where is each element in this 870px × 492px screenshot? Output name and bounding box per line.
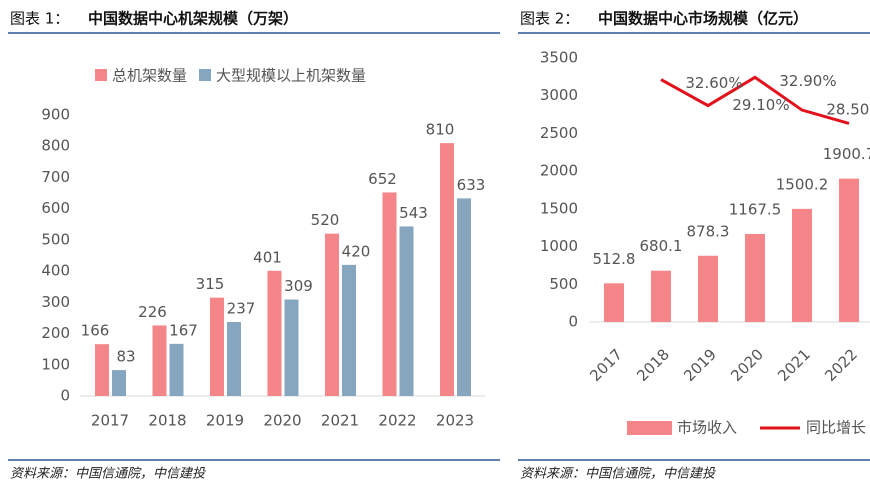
data-label: 520 [311, 211, 340, 229]
data-label: 878.3 [687, 222, 730, 240]
y-tick-label: 3000 [540, 86, 578, 104]
legend-swatch [95, 69, 107, 81]
figure-label: 图表 1： [10, 10, 69, 28]
growth-line [660, 75, 850, 125]
bar [651, 270, 671, 322]
y-tick-label: 400 [41, 262, 70, 280]
data-label: 309 [284, 277, 313, 295]
bar [745, 233, 765, 322]
x-tick-label: 2019 [206, 412, 244, 430]
y-tick-label: 0 [568, 313, 578, 331]
bar [382, 192, 397, 396]
y-tick-label: 200 [41, 324, 70, 342]
data-label: 28.50% [826, 101, 870, 119]
data-label: 166 [81, 322, 110, 340]
x-tick-label: 2021 [321, 412, 359, 430]
legend-label: 同比增长 [806, 419, 866, 437]
legend-label: 市场收入 [677, 419, 737, 437]
x-tick-label: 2023 [436, 412, 474, 430]
data-label: 1500.2 [776, 175, 829, 193]
x-tick-label: 2019 [680, 345, 720, 385]
data-label: 633 [457, 176, 486, 194]
x-tick-label: 2022 [378, 412, 416, 430]
bar [267, 270, 282, 396]
data-label: 167 [169, 321, 198, 339]
bar [325, 233, 339, 396]
data-label: 226 [138, 303, 167, 321]
x-tick-label: 2021 [774, 345, 814, 385]
data-label: 401 [253, 248, 282, 266]
y-tick-label: 600 [41, 199, 70, 217]
legend-label: 总机架数量 [112, 67, 187, 85]
bar [95, 344, 109, 396]
y-tick-label: 1500 [540, 199, 578, 217]
x-tick-label: 2020 [263, 412, 301, 430]
x-tick-label: 2022 [821, 345, 861, 385]
y-tick-label: 900 [41, 106, 70, 124]
data-label: 512.8 [593, 250, 636, 268]
y-tick-label: 500 [41, 230, 70, 248]
bar [839, 178, 859, 322]
bar [440, 143, 454, 396]
y-tick-label: 500 [549, 275, 578, 293]
x-tick-label: 2018 [633, 345, 673, 385]
bar [227, 322, 241, 396]
y-tick-label: 2000 [540, 162, 578, 180]
y-tick-label: 800 [41, 137, 70, 155]
chart-title: 中国数据中心机架规模（万架） [88, 10, 298, 28]
legend-swatch [627, 421, 672, 435]
x-tick-label: 2020 [727, 345, 767, 385]
source-note: 资料来源：中国信通院，中信建投 [10, 466, 206, 482]
source-note: 资料来源：中国信通院，中信建投 [520, 466, 716, 482]
y-tick-label: 1000 [540, 237, 578, 255]
bar [284, 299, 299, 396]
data-label: 1167.5 [729, 200, 782, 218]
data-label: 29.10% [732, 96, 789, 114]
bar [152, 325, 167, 396]
y-tick-label: 100 [41, 355, 70, 373]
bar [169, 343, 184, 396]
bar [604, 283, 624, 322]
data-label: 1900.7 [823, 145, 870, 163]
bar [112, 370, 126, 396]
bar [792, 208, 812, 322]
data-label: 237 [227, 300, 256, 318]
chart-title: 中国数据中心市场规模（亿元） [598, 10, 808, 28]
data-label: 680.1 [640, 237, 683, 255]
data-label: 810 [426, 121, 455, 139]
bar [210, 297, 224, 396]
bar [342, 264, 356, 396]
bar [698, 255, 718, 322]
legend-swatch [199, 69, 212, 81]
legend-label: 大型规模以上机架数量 [216, 67, 366, 85]
figure-label: 图表 2： [520, 10, 579, 28]
data-label: 652 [368, 170, 397, 188]
data-label: 420 [342, 242, 371, 260]
x-tick-label: 2018 [148, 412, 186, 430]
data-label: 32.90% [779, 72, 836, 90]
data-label: 32.60% [685, 74, 742, 92]
data-label: 83 [116, 348, 135, 366]
x-tick-label: 2017 [91, 412, 129, 430]
x-tick-label: 2017 [586, 345, 626, 385]
bar [457, 198, 471, 396]
bar [399, 226, 414, 396]
y-tick-label: 700 [41, 168, 70, 186]
y-tick-label: 0 [60, 387, 70, 405]
y-tick-label: 300 [41, 293, 70, 311]
data-label: 315 [196, 275, 225, 293]
data-label: 543 [399, 204, 428, 222]
y-tick-label: 2500 [540, 124, 578, 142]
y-tick-label: 3500 [540, 49, 578, 67]
